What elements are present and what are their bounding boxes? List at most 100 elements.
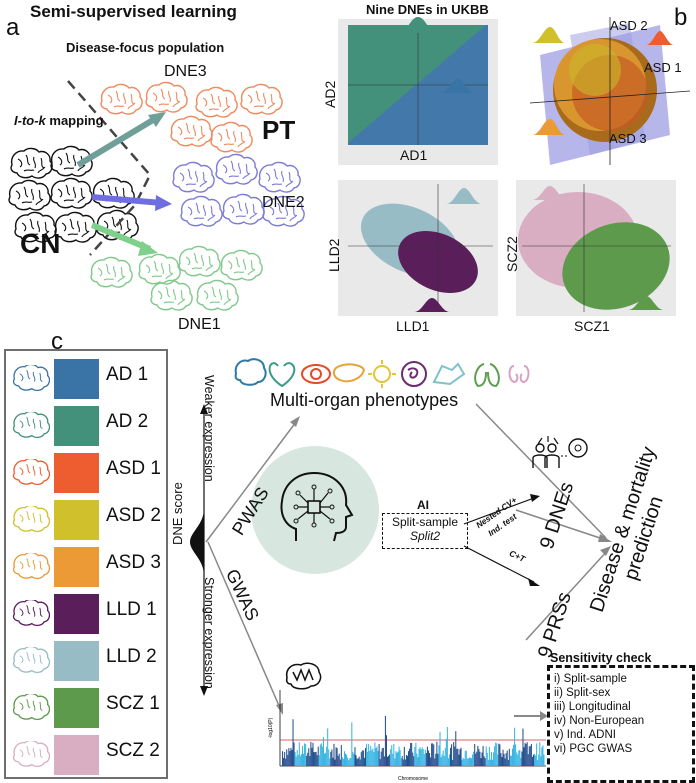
manhattan-bar (421, 747, 423, 766)
manhattan-ylabel: -log10(P) (268, 717, 274, 738)
manhattan-bar (486, 752, 488, 766)
manhattan-bar (338, 753, 340, 766)
manhattan-bar (534, 753, 536, 766)
sensitivity-arrow (514, 711, 548, 721)
split-sample-label: Split-sample (391, 515, 459, 529)
manhattan-bar (520, 757, 522, 766)
manhattan-bar (309, 755, 311, 766)
manhattan-bar (469, 757, 471, 766)
manhattan-bar (371, 750, 373, 766)
manhattan-bar (395, 751, 397, 766)
manhattan-bar (427, 750, 429, 766)
manhattan-bar (435, 753, 437, 766)
manhattan-bar (532, 754, 534, 766)
manhattan-bar (464, 751, 466, 766)
manhattan-bar (485, 746, 487, 766)
manhattan-bar (502, 749, 504, 766)
manhattan-bar (388, 755, 390, 766)
manhattan-bar (416, 753, 418, 766)
legend-swatch (54, 359, 99, 399)
flow-arrows (205, 403, 612, 715)
legend-row: LLD 2 (6, 637, 166, 683)
manhattan-bar (456, 748, 458, 766)
muscle-organ-icon (432, 362, 466, 386)
sensitivity-title: Sensitivity check (550, 651, 652, 665)
manhattan-bar (537, 759, 539, 766)
manhattan-bar (313, 752, 315, 766)
sensitivity-item: vi) PGC GWAS (554, 743, 633, 755)
manhattan-bar (363, 757, 365, 766)
manhattan-bar (453, 742, 455, 766)
panel-a-diagram (8, 80, 305, 311)
manhattan-bar (360, 752, 362, 766)
manhattan-bar (497, 754, 499, 766)
manhattan-bar (460, 747, 462, 766)
manhattan-bar (366, 743, 368, 766)
manhattan-bar (389, 754, 391, 766)
manhattan-bar (510, 755, 512, 766)
scz-scatter (516, 180, 676, 316)
manhattan-bar (525, 744, 527, 766)
manhattan-bar (351, 722, 353, 766)
manhattan-bar (540, 756, 542, 766)
manhattan-bar (288, 748, 290, 766)
manhattan-bar (396, 752, 398, 766)
manhattan-bar (433, 744, 435, 766)
manhattan-bar (459, 749, 461, 766)
legend-row: AD 2 (6, 402, 166, 448)
legend-label: AD 1 (106, 364, 149, 385)
manhattan-bar (374, 742, 376, 766)
manhattan-bar (385, 735, 387, 766)
ad-xlabel: AD1 (400, 147, 428, 163)
manhattan-bar (367, 751, 369, 766)
manhattan-bar (315, 751, 317, 766)
manhattan-bar (335, 747, 337, 766)
manhattan-bar (538, 754, 540, 766)
legend-brain-icon (12, 459, 50, 486)
manhattan-bar (473, 751, 475, 766)
manhattan-bar (440, 757, 442, 766)
manhattan-bar (400, 758, 402, 766)
manhattan-bar (399, 750, 401, 766)
asd1-label: ASD 1 (644, 60, 682, 75)
manhattan-bar (355, 755, 357, 766)
manhattan-bar (522, 728, 524, 766)
manhattan-bar (505, 753, 507, 766)
manhattan-bar (478, 748, 480, 766)
manhattan-bar (356, 758, 358, 766)
panel-a-letter: a (6, 14, 20, 41)
manhattan-bar (297, 754, 299, 766)
manhattan-bar (375, 748, 377, 766)
manhattan-bar (481, 752, 483, 766)
manhattan-bar (328, 749, 330, 766)
manhattan-bar (413, 756, 415, 766)
digestive-organ-icon (401, 361, 427, 387)
manhattan-bar (496, 743, 498, 766)
pt-label: PT (262, 115, 296, 145)
manhattan-bar (354, 747, 356, 766)
asd2-label: ASD 2 (610, 18, 648, 33)
legend-row: ASD 1 (6, 449, 166, 495)
legend-label: LLD 1 (106, 599, 157, 620)
manhattan-bar (406, 755, 408, 766)
manhattan-bar (336, 748, 338, 766)
manhattan-bar (472, 754, 474, 766)
manhattan-bar (317, 746, 319, 766)
manhattan-bar (513, 744, 515, 766)
legend-brain-icon (12, 600, 50, 627)
manhattan-bar (539, 742, 541, 766)
mapping-label-rest: mapping (45, 113, 104, 128)
legend-swatch (54, 547, 99, 587)
manhattan-bar (286, 749, 288, 766)
manhattan-bar (379, 759, 381, 766)
manhattan-bar (349, 758, 351, 766)
manhattan-plot: Chromosome -log10(P) (268, 690, 546, 781)
manhattan-bar (322, 737, 324, 766)
manhattan-bar (409, 748, 411, 766)
manhattan-bar (529, 746, 531, 766)
legend-label: SCZ 2 (106, 740, 160, 761)
legend-label: LLD 2 (106, 646, 157, 667)
manhattan-bar (519, 749, 521, 766)
manhattan-bar (411, 742, 413, 766)
ai-head-graphic (251, 446, 379, 574)
